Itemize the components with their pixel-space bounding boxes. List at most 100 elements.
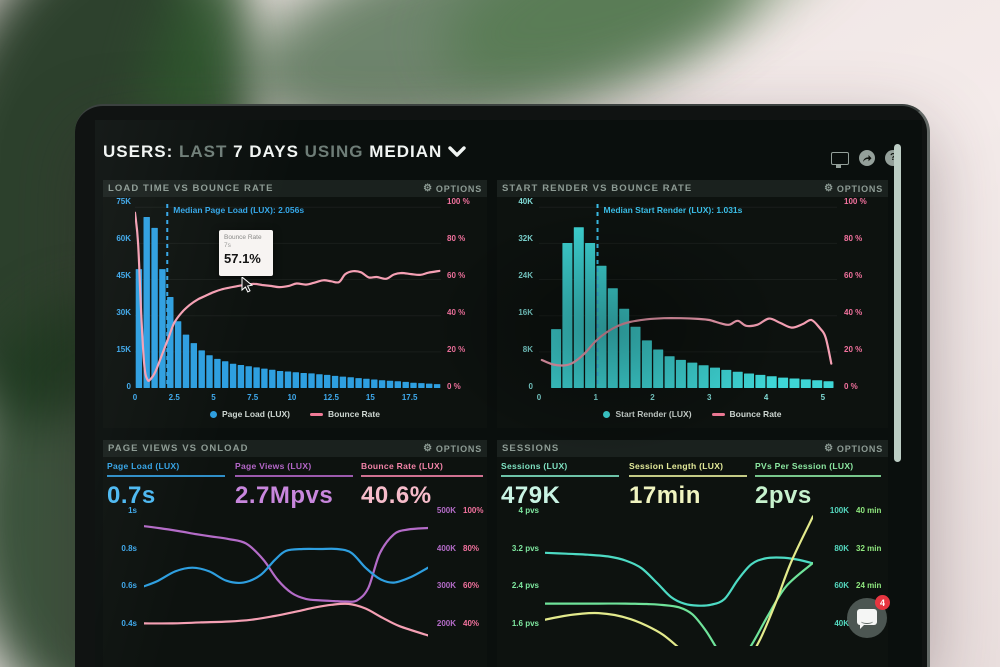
chevron-down-icon: [448, 142, 466, 162]
axis-label: 60K: [116, 234, 131, 243]
panel-title: SESSIONS: [502, 443, 560, 454]
x-tick-label: 1: [593, 393, 598, 402]
title-part: 7 DAYS: [227, 142, 299, 161]
axis-label: 500K: [436, 506, 456, 515]
options-button[interactable]: ⚙ OPTIONS: [423, 182, 482, 194]
x-tick-label: 7.5: [247, 393, 259, 402]
options-button[interactable]: ⚙ OPTIONS: [824, 442, 883, 454]
panel-sessions: SESSIONS ⚙ OPTIONS Sessions (LUX) 479K Ses…: [497, 440, 888, 667]
title-part: LAST: [173, 142, 228, 161]
bounce-rate-tooltip: Bounce Rate 7s 57.1%: [219, 230, 273, 276]
axis-row: 80K 32 min: [823, 544, 885, 553]
axis-label: 40 min: [856, 506, 882, 515]
title-part: USING: [298, 142, 364, 161]
axis-label: 2.4 pvs: [511, 581, 539, 591]
y-axis-left: 75K 60K 45K 30K 15K 0: [103, 197, 131, 391]
axis-label: 45K: [116, 271, 131, 280]
gear-icon: ⚙: [824, 182, 834, 194]
metric-page-views: Page Views (LUX) 2.7Mpvs: [235, 461, 353, 510]
x-tick-label: 0: [536, 393, 542, 402]
display-icon[interactable]: [831, 151, 849, 168]
dashboard-title: USERS: LAST 7 DAYS USING MEDIAN: [103, 142, 442, 161]
metric-value: 2pvs: [755, 482, 812, 509]
metric-session-length: Session Length (LUX) 17min: [629, 461, 747, 510]
axis-label: 4 pvs: [518, 506, 539, 515]
metric-value: 479K: [501, 482, 561, 509]
panel-start-render: START RENDER VS BOUNCE RATE ⚙ OPTIONS 40K…: [497, 180, 888, 428]
share-icon[interactable]: [859, 150, 875, 166]
metric-value: 17min: [629, 482, 701, 509]
axis-label: 1.6 pvs: [511, 618, 539, 628]
axis-label: 20 %: [844, 345, 863, 354]
axis-label: 0.8s: [121, 543, 137, 553]
axis-label: 100 %: [447, 197, 470, 206]
axis-row: 60K 24 min: [823, 581, 885, 590]
gear-icon: ⚙: [423, 442, 433, 454]
y-axis-right: 100 % 80 % 60 % 40 % 20 % 0 %: [447, 197, 487, 391]
x-tick-label: 2.5: [168, 393, 180, 402]
x-axis: 0 1 2 3 4 5: [536, 393, 837, 403]
axis-label: 400K: [436, 543, 456, 553]
panel-header: SESSIONS ⚙ OPTIONS: [497, 440, 888, 457]
metric-pvs-per-session: PVs Per Session (LUX) 2pvs: [755, 461, 881, 510]
axis-label: 80 %: [844, 234, 863, 243]
y-axis-left: 40K 32K 24K 16K 8K 0: [499, 197, 533, 391]
metric-label: Session Length (LUX): [629, 461, 724, 471]
x-axis: 0 2.5 5 7.5 10 12.5 15 17.5: [132, 393, 441, 403]
axis-label: 80%: [463, 543, 480, 553]
axis-label: 20 %: [447, 345, 466, 354]
header-toolbar: ?: [831, 150, 901, 168]
options-button[interactable]: ⚙ OPTIONS: [423, 442, 482, 454]
axis-label: 8K: [522, 345, 533, 354]
axis-label: 60%: [463, 581, 480, 591]
tooltip-subtitle: 7s: [224, 241, 231, 249]
axis-label: 0 %: [844, 382, 858, 391]
tooltip-title: Bounce Rate: [224, 234, 262, 241]
y-axis-right: 100K 40 min 80K 32 min 60K 24 min 40K: [823, 506, 885, 628]
y-axis-left: 4 pvs 3.2 pvs 2.4 pvs 1.6 pvs: [497, 506, 539, 628]
users-filter-dropdown[interactable]: USERS: LAST 7 DAYS USING MEDIAN: [103, 142, 466, 162]
laptop: USERS: LAST 7 DAYS USING MEDIAN ? LOAD T…: [75, 104, 930, 667]
axis-label: 24 min: [856, 581, 882, 591]
dashboard-screen: USERS: LAST 7 DAYS USING MEDIAN ? LOAD T…: [95, 120, 922, 667]
axis-label: 1s: [128, 506, 137, 515]
x-tick-label: 0: [132, 393, 138, 402]
axis-label: 80K: [834, 543, 849, 553]
load_time_vs_bounce-svg: Median Page Load (LUX): 2.056s: [133, 204, 441, 388]
axis-label: 40 %: [447, 308, 466, 317]
y-axis-right: 500K 100% 400K 80% 300K 60% 200K 40%: [430, 506, 486, 628]
chat-smile-icon: [861, 619, 873, 624]
legend-swatch: [210, 410, 217, 418]
panel-header: LOAD TIME VS BOUNCE RATE ⚙ OPTIONS: [103, 180, 487, 197]
panel-load-time: LOAD TIME VS BOUNCE RATE ⚙ OPTIONS 75K 60K…: [103, 180, 487, 428]
legend-label: Bounce Rate: [328, 409, 380, 419]
x-tick-label: 3: [707, 393, 712, 402]
axis-label: 60K: [834, 581, 849, 591]
sessions-chart: [543, 508, 815, 667]
axis-label: 30K: [116, 308, 131, 317]
axis-label: 75K: [116, 197, 131, 206]
axis-label: 3.2 pvs: [511, 543, 539, 553]
panel-title: LOAD TIME VS BOUNCE RATE: [108, 183, 274, 194]
scrollbar-thumb[interactable]: [894, 144, 901, 462]
axis-label: 0: [126, 382, 131, 391]
axis-label: 15K: [116, 345, 131, 354]
gear-icon: ⚙: [824, 442, 834, 454]
axis-row: 500K 100%: [430, 506, 486, 515]
axis-label: 16K: [518, 308, 533, 317]
svg-text:Median Page Load (LUX): 2.056s: Median Page Load (LUX): 2.056s: [173, 205, 304, 215]
legend-item: Bounce Rate: [310, 409, 380, 419]
axis-label: 0 %: [447, 382, 461, 391]
legend-label: Page Load (LUX): [222, 409, 291, 419]
axis-label: 200K: [436, 618, 456, 628]
start-render-chart: Median Start Render (LUX): 1.031s: [539, 200, 837, 388]
panel-title: PAGE VIEWS VS ONLOAD: [108, 443, 249, 454]
axis-label: 0.4s: [121, 618, 137, 628]
metric-sessions: Sessions (LUX) 479K: [501, 461, 619, 510]
metric-label: PVs Per Session (LUX): [755, 461, 854, 471]
axis-label: 32K: [518, 234, 533, 243]
axis-label: 60 %: [447, 271, 466, 280]
chat-widget-button[interactable]: 4: [847, 595, 890, 638]
options-button[interactable]: ⚙ OPTIONS: [824, 182, 883, 194]
